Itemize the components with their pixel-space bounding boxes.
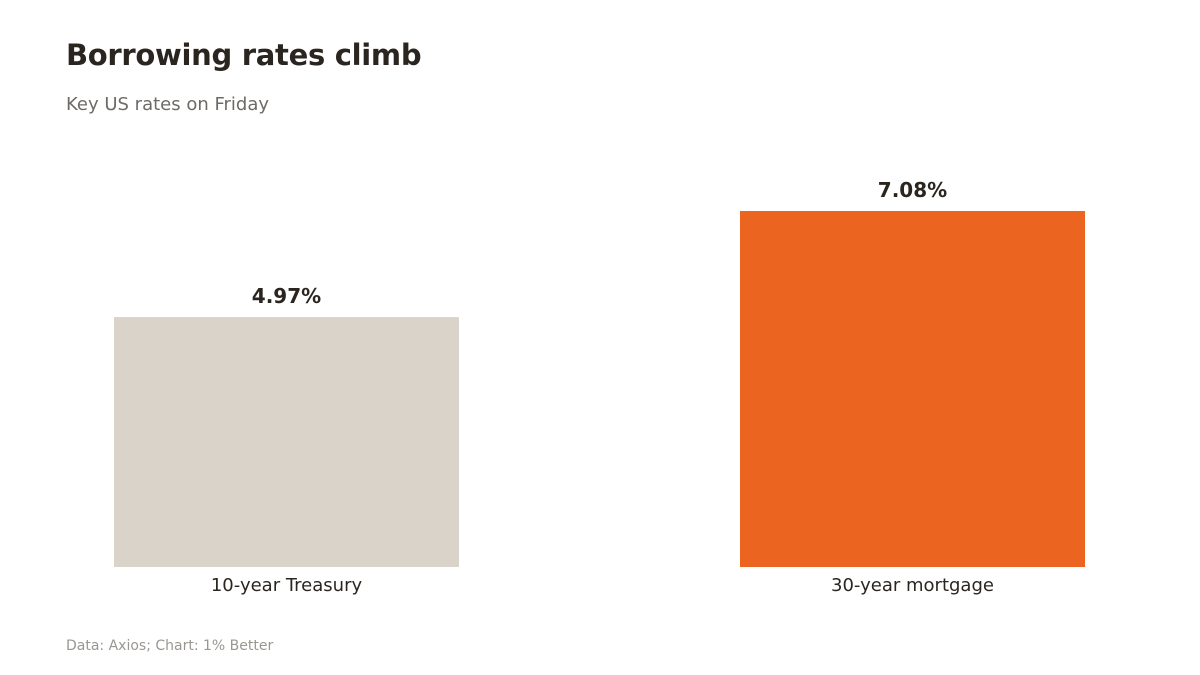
bar-category-label-1: 10-year Treasury: [211, 575, 363, 596]
bar-2: [740, 211, 1085, 567]
source-note: Data: Axios; Chart: 1% Better: [66, 638, 274, 654]
chart-subtitle: Key US rates on Friday: [66, 94, 270, 115]
bar-value-label-1: 4.97%: [252, 284, 321, 308]
bar-1: [114, 317, 459, 567]
chart-title: Borrowing rates climb: [66, 38, 422, 72]
bar-value-label-2: 7.08%: [878, 178, 947, 202]
bar-category-label-2: 30-year mortgage: [831, 575, 994, 596]
